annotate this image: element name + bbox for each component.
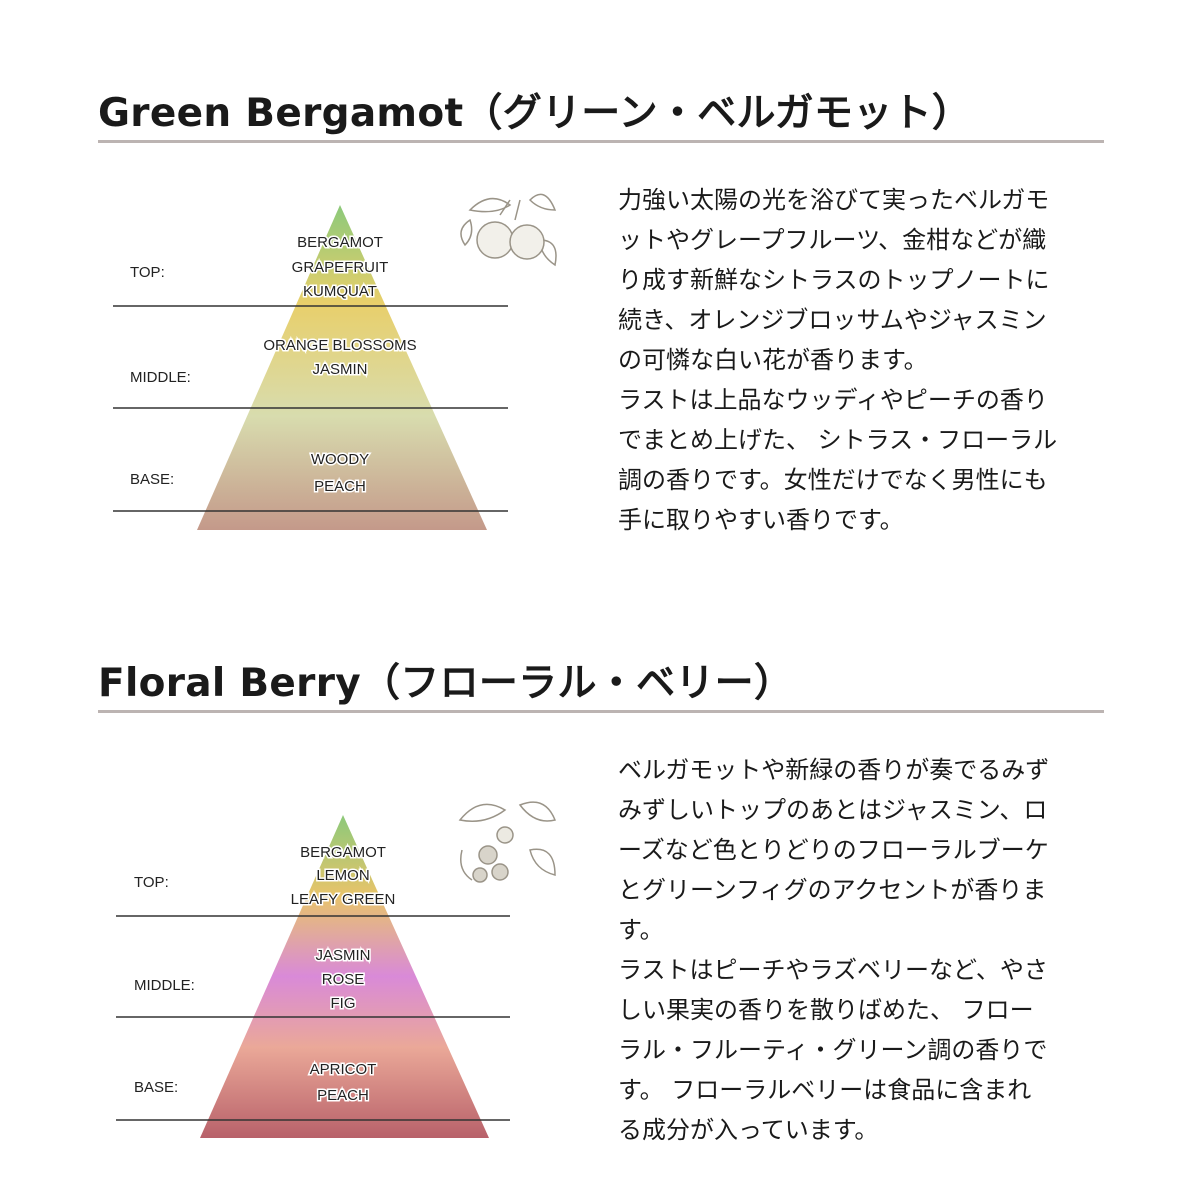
level-middle: MIDDLE:: [134, 977, 195, 994]
note: GRAPEFRUIT: [292, 259, 389, 276]
note: JASMIN: [315, 947, 370, 964]
description-line: り成す新鮮なシトラスのトップノートに: [618, 266, 1050, 294]
note: ORANGE BLOSSOMS: [263, 337, 416, 354]
note: WOODY: [311, 451, 369, 468]
citrus-illustration-icon: [460, 193, 557, 267]
description-line: の可憐な白い花が香ります。: [618, 346, 928, 374]
section-description: 力強い太陽の光を浴びて実ったベルガモ ットやグレープフルーツ、金柑などが織 り成…: [618, 180, 1118, 540]
pyramid-shape: [197, 205, 487, 530]
description-line: す。: [618, 916, 664, 944]
level-middle: MIDDLE:: [130, 369, 191, 386]
level-base: BASE:: [130, 471, 174, 488]
description-line: みずしいトップのあとはジャスミン、ロ: [618, 796, 1048, 824]
description-line: 手に取りやすい香りです。: [618, 506, 904, 534]
note: FIG: [331, 995, 356, 1012]
description-line: 調の香りです。女性だけでなく男性にも: [618, 466, 1048, 494]
note: APRICOT: [310, 1061, 377, 1078]
description-line: 続き、オレンジブロッサムやジャスミン: [618, 306, 1047, 334]
raspberry-illustration-icon: [458, 801, 557, 883]
divider: [98, 710, 1104, 713]
level-top: TOP:: [134, 874, 169, 891]
note: ROSE: [322, 971, 365, 988]
fragrance-pyramid: TOP: MIDDLE: BASE: BERGAMOT LEMON LEAFY …: [116, 801, 557, 1138]
note: KUMQUAT: [303, 283, 377, 300]
note: PEACH: [314, 478, 366, 495]
pyramid-shape: [200, 815, 489, 1138]
description-line: でまとめ上げた、 シトラス・フローラル: [618, 426, 1058, 454]
note: BERGAMOT: [300, 844, 386, 861]
section-title: Green Bergamot（グリーン・ベルガモット）: [98, 91, 972, 136]
divider: [98, 140, 1104, 143]
note: JASMIN: [312, 361, 367, 378]
description-line: ラストはピーチやラズベリーなど、やさ: [618, 956, 1048, 984]
level-top: TOP:: [130, 264, 165, 281]
description-line: 力強い太陽の光を浴びて実ったベルガモ: [618, 186, 1050, 214]
description-line: とグリーンフィグのアクセントが香りま: [618, 876, 1047, 904]
description-line: る成分が入っています。: [618, 1116, 879, 1144]
level-base: BASE:: [134, 1079, 178, 1096]
note: LEMON: [316, 867, 369, 884]
description-line: ットやグレープフルーツ、金柑などが織: [618, 226, 1047, 254]
description-line: ベルガモットや新緑の香りが奏でるみず: [618, 756, 1050, 784]
description-line: ーズなど色とりどりのフローラルブーケ: [618, 836, 1049, 864]
note: BERGAMOT: [297, 234, 383, 251]
note: PEACH: [317, 1087, 369, 1104]
description-line: ラル・フルーティ・グリーン調の香りで: [618, 1036, 1048, 1064]
fragrance-pyramid: TOP: MIDDLE: BASE: BERGAMOT GRAPEFRUIT K…: [113, 193, 557, 530]
section-description: ベルガモットや新緑の香りが奏でるみず みずしいトップのあとはジャスミン、ロ ーズ…: [618, 750, 1118, 1150]
description-line: ラストは上品なウッディやピーチの香り: [618, 386, 1048, 414]
note: LEAFY GREEN: [291, 891, 396, 908]
description-line: しい果実の香りを散りばめた、 フロー: [618, 996, 1034, 1024]
description-line: す。 フローラルベリーは食品に含まれ: [618, 1076, 1032, 1104]
section-title: Floral Berry（フローラル・ベリー）: [98, 661, 794, 706]
